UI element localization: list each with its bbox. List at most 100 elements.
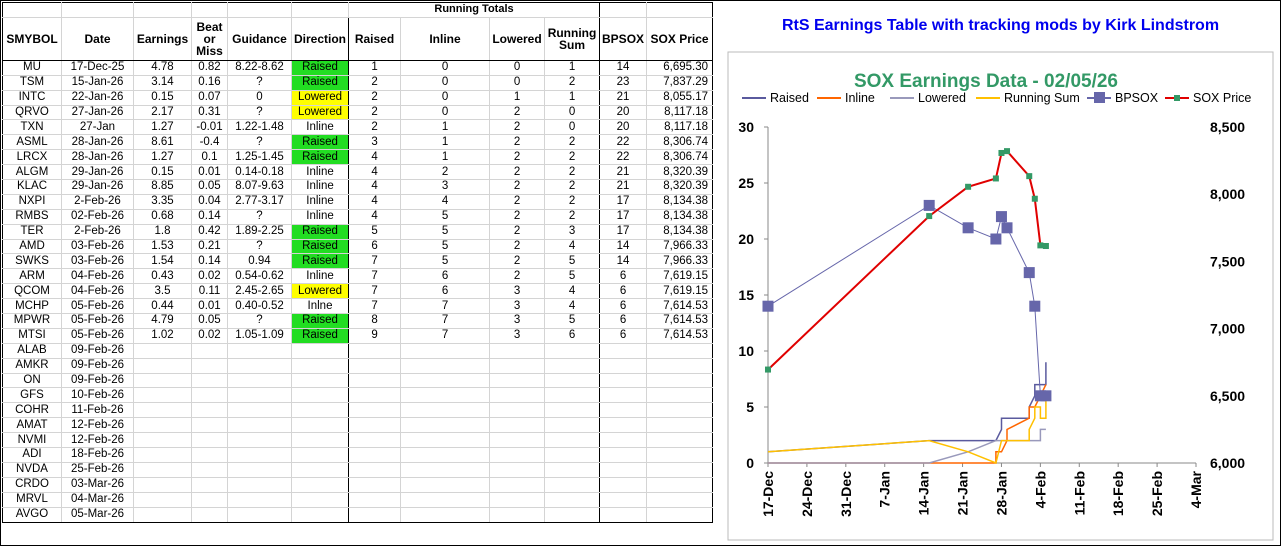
lowered-cell[interactable]: 2 — [489, 179, 546, 195]
date-cell[interactable]: 05-Mar-26 — [61, 506, 134, 523]
sox-price-cell[interactable]: 8,117.18 — [646, 104, 714, 121]
guidance-cell[interactable]: 1.05-1.09 — [227, 327, 292, 344]
inline-cell[interactable]: 3 — [400, 179, 491, 195]
bpsox-cell[interactable]: 23 — [599, 74, 648, 91]
empty-cell[interactable] — [227, 2, 292, 18]
earnings-cell[interactable]: 3.5 — [133, 283, 192, 300]
empty-cell[interactable] — [544, 372, 601, 389]
symbol-cell[interactable]: MU — [2, 59, 62, 76]
guidance-cell[interactable]: 1.25-1.45 — [227, 149, 292, 166]
empty-cell[interactable] — [544, 342, 601, 359]
symbol-cell[interactable]: NXPI — [2, 193, 62, 210]
direction-cell[interactable]: Inline — [290, 268, 350, 285]
empty-cell[interactable] — [544, 491, 601, 508]
bpsox-cell[interactable]: 17 — [599, 193, 648, 210]
beat-cell[interactable]: 0.1 — [191, 149, 228, 166]
sox-price-cell[interactable]: 7,614.53 — [646, 298, 714, 315]
direction-cell[interactable]: Raised — [290, 74, 350, 91]
direction-cell[interactable]: Lowered — [290, 104, 350, 121]
empty-cell[interactable] — [133, 506, 192, 523]
earnings-cell[interactable]: 0.43 — [133, 268, 192, 285]
lowered-cell[interactable]: 3 — [489, 327, 546, 344]
date-cell[interactable]: 29-Jan-26 — [61, 179, 134, 195]
empty-cell[interactable] — [348, 417, 402, 434]
empty-cell[interactable] — [646, 506, 714, 523]
lowered-cell[interactable]: 2 — [489, 223, 546, 240]
sox-price-cell[interactable]: 8,320.39 — [646, 179, 714, 195]
date-cell[interactable]: 03-Mar-26 — [61, 476, 134, 493]
lowered-cell[interactable]: 2 — [489, 134, 546, 151]
symbol-cell[interactable]: MPWR — [2, 313, 62, 329]
earnings-cell[interactable]: 3.14 — [133, 74, 192, 91]
date-cell[interactable]: 2-Feb-26 — [61, 193, 134, 210]
guidance-cell[interactable]: 8.07-9.63 — [227, 179, 292, 195]
earnings-cell[interactable]: 8.85 — [133, 179, 192, 195]
beat-cell[interactable]: 0.01 — [191, 164, 228, 181]
bpsox-cell[interactable]: 21 — [599, 164, 648, 181]
running-sum-cell[interactable]: 3 — [544, 223, 601, 240]
earnings-cell[interactable]: 1.27 — [133, 119, 192, 136]
empty-cell[interactable] — [400, 402, 491, 419]
lowered-cell[interactable]: 0 — [489, 74, 546, 91]
direction-cell[interactable]: Inline — [290, 208, 350, 225]
empty-cell[interactable] — [599, 402, 648, 419]
empty-cell[interactable] — [290, 417, 350, 434]
running-sum-cell[interactable]: 1 — [544, 59, 601, 76]
inline-cell[interactable]: 1 — [400, 134, 491, 151]
empty-cell[interactable] — [290, 2, 350, 18]
inline-cell[interactable]: 1 — [400, 119, 491, 136]
direction-cell[interactable]: Raised — [290, 59, 350, 76]
beat-cell[interactable]: 0.31 — [191, 104, 228, 121]
empty-cell[interactable] — [290, 402, 350, 419]
empty-cell[interactable] — [646, 342, 714, 359]
empty-cell[interactable] — [191, 461, 228, 478]
raised-cell[interactable]: 1 — [348, 59, 402, 76]
empty-cell[interactable] — [290, 447, 350, 463]
symbol-cell[interactable]: ADI — [2, 447, 62, 463]
empty-cell[interactable] — [2, 2, 62, 18]
direction-cell[interactable]: Inline — [290, 119, 350, 136]
inline-cell[interactable]: 5 — [400, 223, 491, 240]
beat-cell[interactable]: 0.01 — [191, 298, 228, 315]
symbol-cell[interactable]: MCHP — [2, 298, 62, 315]
beat-cell[interactable]: 0.14 — [191, 253, 228, 270]
empty-cell[interactable] — [544, 387, 601, 404]
symbol-cell[interactable]: SWKS — [2, 253, 62, 270]
direction-cell[interactable]: Raised — [290, 149, 350, 166]
empty-cell[interactable] — [191, 417, 228, 434]
date-cell[interactable]: 29-Jan-26 — [61, 164, 134, 181]
beat-cell[interactable]: 0.02 — [191, 327, 228, 344]
empty-cell[interactable] — [599, 387, 648, 404]
running-sum-cell[interactable]: 5 — [544, 313, 601, 329]
lowered-cell[interactable]: 3 — [489, 283, 546, 300]
symbol-cell[interactable]: AMD — [2, 238, 62, 255]
date-cell[interactable]: 17-Dec-25 — [61, 59, 134, 76]
symbol-cell[interactable]: CRDO — [2, 476, 62, 493]
symbol-cell[interactable]: ASML — [2, 134, 62, 151]
inline-cell[interactable]: 5 — [400, 253, 491, 270]
column-header[interactable]: Running Sum — [544, 16, 601, 61]
symbol-cell[interactable]: ON — [2, 372, 62, 389]
empty-cell[interactable] — [599, 476, 648, 493]
empty-cell[interactable] — [191, 476, 228, 493]
inline-cell[interactable]: 0 — [400, 74, 491, 91]
raised-cell[interactable]: 7 — [348, 298, 402, 315]
beat-cell[interactable]: -0.01 — [191, 119, 228, 136]
empty-cell[interactable] — [599, 357, 648, 374]
symbol-cell[interactable]: GFS — [2, 387, 62, 404]
empty-cell[interactable] — [348, 432, 402, 449]
date-cell[interactable]: 2-Feb-26 — [61, 223, 134, 240]
column-header[interactable]: Direction — [290, 16, 350, 61]
empty-cell[interactable] — [133, 432, 192, 449]
beat-cell[interactable]: 0.02 — [191, 268, 228, 285]
direction-cell[interactable]: Raised — [290, 134, 350, 151]
empty-cell[interactable] — [227, 387, 292, 404]
empty-cell[interactable] — [489, 491, 546, 508]
empty-cell[interactable] — [489, 432, 546, 449]
date-cell[interactable]: 28-Jan-26 — [61, 134, 134, 151]
running-sum-cell[interactable]: 6 — [544, 327, 601, 344]
empty-cell[interactable] — [133, 476, 192, 493]
sox-price-cell[interactable]: 7,614.53 — [646, 327, 714, 344]
date-cell[interactable]: 09-Feb-26 — [61, 372, 134, 389]
empty-cell[interactable] — [646, 432, 714, 449]
